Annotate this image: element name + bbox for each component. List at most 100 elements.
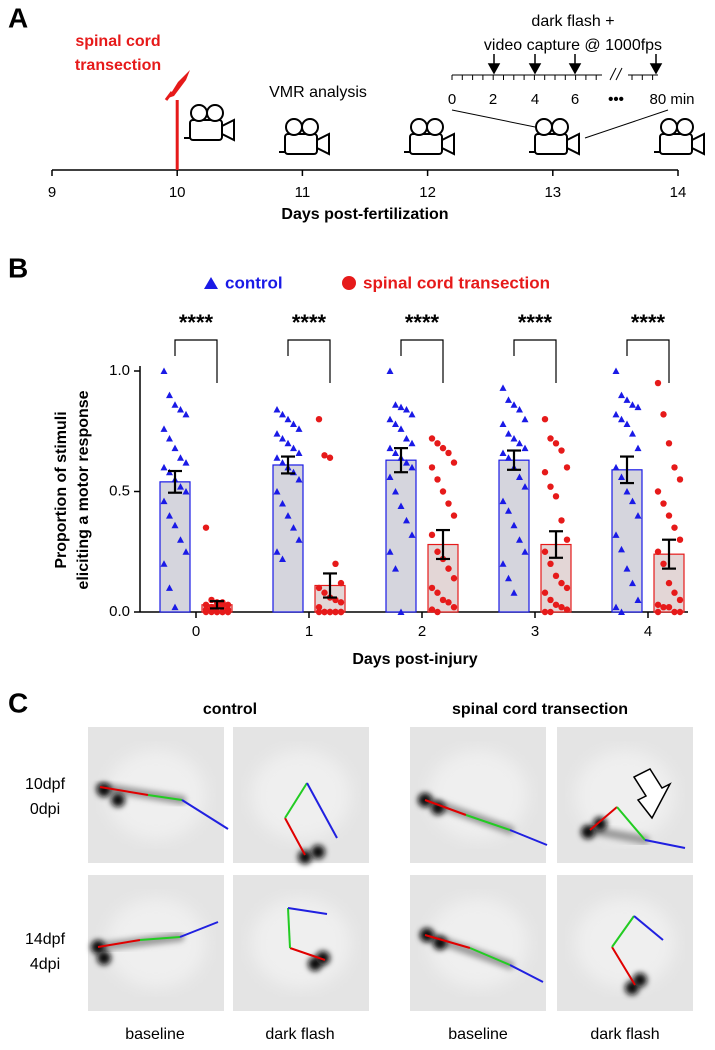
fish-image (557, 875, 693, 1011)
data-point (392, 565, 399, 572)
inset-tick-label: 4 (531, 91, 539, 108)
data-point (428, 531, 436, 539)
data-point (202, 608, 210, 616)
data-point (612, 531, 620, 538)
group-header: spinal cord transection (452, 701, 628, 718)
y-axis-label: Proportion of stimuli (53, 411, 70, 568)
significance-bracket (626, 339, 670, 383)
data-point (563, 464, 571, 471)
x-tick-label: 14 (670, 184, 687, 201)
data-point (629, 430, 636, 437)
data-point (315, 608, 323, 616)
data-point (166, 434, 173, 442)
error-bar (168, 469, 182, 494)
data-point (177, 483, 184, 490)
data-point (160, 425, 168, 432)
data-point (202, 524, 210, 531)
data-point (445, 599, 452, 606)
data-point (510, 589, 518, 596)
data-point (623, 420, 631, 428)
error-bar (281, 455, 295, 475)
data-point (612, 410, 620, 418)
data-point (295, 475, 303, 483)
data-point (295, 449, 303, 456)
data-point (434, 548, 441, 555)
panel-label: B (8, 252, 28, 283)
tracking-segment (181, 799, 229, 830)
data-point (499, 420, 507, 428)
inset-tick-label: 0 (448, 91, 456, 108)
camera-body (534, 133, 568, 155)
camera-lens (316, 132, 330, 156)
data-point (315, 584, 323, 592)
data-point (182, 548, 190, 555)
significance-label: **** (518, 310, 553, 335)
data-point (177, 536, 184, 543)
data-point (618, 608, 625, 615)
data-point (279, 500, 286, 507)
inset-title: video capture @ 1000fps (484, 37, 662, 54)
data-point (676, 476, 684, 483)
significance-label: **** (292, 310, 327, 335)
data-point (510, 401, 518, 408)
image-shading (575, 898, 675, 988)
data-point (213, 608, 221, 616)
lesion-label: spinal cord (75, 33, 160, 50)
camera-reel (206, 104, 224, 122)
data-point (558, 517, 565, 524)
tracking-segment (306, 782, 338, 839)
data-point (671, 608, 678, 616)
data-point (547, 608, 554, 616)
camera-icon (404, 118, 455, 156)
data-point (450, 512, 458, 519)
tracking-segment (616, 806, 646, 841)
data-point (618, 545, 625, 553)
data-point (177, 454, 184, 461)
data-point (499, 449, 507, 456)
data-point (618, 391, 625, 399)
panel-label: A (8, 2, 28, 33)
fish-eye (97, 783, 111, 797)
data-point (326, 454, 334, 461)
data-point (612, 367, 620, 374)
data-point (510, 434, 518, 442)
data-point (510, 521, 518, 529)
tracking-segment (644, 839, 686, 849)
data-point (499, 560, 507, 567)
tracking-segment (139, 936, 181, 941)
x-axis-label: Days post-fertilization (281, 206, 448, 223)
tracking-segment (469, 947, 511, 966)
data-point (660, 500, 667, 507)
tracking-segment (97, 939, 141, 948)
error-bar (507, 449, 521, 471)
legend-marker (204, 277, 218, 289)
data-point (505, 574, 512, 582)
data-point (408, 531, 416, 538)
data-point (654, 488, 662, 495)
data-point (552, 493, 560, 500)
x-tick-label: 11 (295, 184, 311, 201)
data-point (273, 548, 281, 555)
data-point (618, 415, 625, 423)
data-point (499, 384, 507, 391)
error-bar (620, 455, 634, 485)
data-point (315, 603, 323, 611)
data-point (403, 406, 410, 413)
bar (498, 459, 530, 613)
data-point (445, 565, 452, 572)
tracking-segment (287, 907, 291, 949)
column-label: dark flash (590, 1026, 659, 1043)
fish-image (233, 727, 369, 864)
data-point (654, 548, 662, 555)
data-point (671, 524, 678, 531)
camera-lens (221, 118, 235, 142)
data-point (392, 488, 399, 495)
data-point (612, 463, 620, 471)
data-point (660, 560, 667, 567)
data-point (516, 406, 523, 413)
fish-eye (97, 951, 111, 965)
data-point (279, 434, 286, 442)
data-point (676, 596, 684, 604)
data-point (541, 608, 549, 616)
inset-minor-ticks (451, 75, 654, 80)
